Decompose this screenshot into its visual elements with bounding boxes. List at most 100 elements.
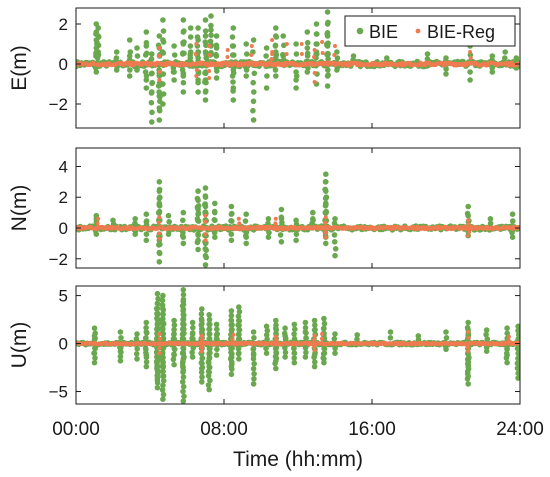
data-point	[179, 359, 186, 366]
data-point	[160, 292, 166, 299]
data-point	[159, 350, 166, 356]
data-point	[195, 188, 201, 194]
data-point	[207, 69, 212, 73]
data-point	[324, 43, 331, 49]
data-point	[231, 332, 236, 337]
data-point	[311, 363, 318, 370]
data-point	[156, 117, 163, 123]
data-point	[291, 359, 298, 366]
data-point	[180, 398, 187, 404]
data-point	[265, 220, 271, 227]
data-point	[272, 360, 278, 367]
data-point	[250, 117, 257, 123]
data-point	[208, 32, 214, 38]
data-point	[160, 373, 167, 379]
data-point	[270, 52, 275, 56]
ytick-label-n: 0	[59, 219, 68, 238]
data-point	[303, 335, 309, 341]
data-point	[160, 335, 167, 342]
data-point	[212, 217, 218, 224]
data-point	[243, 211, 249, 217]
data-point	[206, 312, 212, 318]
data-point	[333, 44, 337, 48]
data-point	[312, 71, 317, 75]
data-point	[273, 355, 280, 362]
data-point	[331, 232, 338, 238]
data-point	[273, 216, 278, 221]
data-point	[273, 317, 279, 324]
data-point	[95, 49, 101, 55]
data-point	[171, 77, 177, 83]
data-point	[312, 48, 317, 52]
data-point	[325, 72, 331, 78]
data-point	[132, 216, 138, 222]
data-point	[243, 41, 249, 47]
data-point	[468, 50, 473, 54]
data-point	[180, 287, 187, 293]
data-point	[171, 361, 177, 368]
data-point	[312, 337, 317, 342]
data-point	[250, 98, 257, 105]
data-point	[157, 54, 162, 58]
data-point	[171, 351, 177, 357]
data-point	[155, 355, 161, 362]
data-point	[325, 67, 331, 73]
data-point	[208, 13, 214, 19]
data-point	[331, 239, 338, 245]
data-point	[143, 359, 150, 365]
data-point	[157, 46, 162, 50]
ytick-label-u: −5	[49, 383, 68, 402]
data-point	[156, 220, 161, 225]
data-point	[282, 345, 288, 351]
data-point	[229, 366, 235, 372]
legend-marker-bie-reg	[415, 28, 421, 34]
data-point	[117, 329, 124, 335]
ytick-label-e: 0	[59, 55, 68, 74]
data-point	[187, 43, 194, 49]
data-point	[264, 327, 271, 334]
data-point	[324, 83, 331, 89]
data-point	[132, 220, 138, 227]
data-point	[269, 57, 274, 61]
data-point	[273, 49, 279, 55]
data-point	[228, 231, 235, 237]
data-point	[321, 325, 327, 332]
data-point	[203, 88, 209, 94]
data-point	[199, 333, 204, 338]
data-point	[208, 27, 214, 33]
data-point	[466, 233, 471, 238]
data-point	[228, 308, 235, 314]
data-point	[189, 331, 196, 337]
data-point	[148, 56, 155, 62]
data-point	[180, 17, 187, 23]
data-point	[205, 373, 212, 379]
data-point	[270, 38, 275, 42]
data-point	[142, 345, 149, 352]
data-point	[304, 53, 311, 59]
data-point	[206, 326, 212, 333]
data-point	[143, 354, 150, 361]
data-point	[465, 203, 472, 210]
data-point	[243, 232, 249, 239]
data-point	[156, 242, 162, 248]
data-point	[159, 363, 166, 370]
data-point	[251, 70, 258, 77]
legend-label-bie-reg: BIE-Reg	[427, 22, 495, 42]
data-point	[154, 384, 161, 391]
data-point	[117, 358, 124, 364]
data-point	[228, 211, 235, 217]
data-point	[324, 33, 331, 39]
data-point	[157, 70, 162, 74]
data-point	[202, 17, 209, 23]
data-point	[189, 319, 196, 326]
data-point	[304, 45, 311, 51]
data-point	[504, 325, 510, 332]
data-point	[515, 336, 520, 342]
data-point	[483, 344, 490, 351]
data-point	[205, 368, 212, 375]
data-point	[484, 336, 491, 342]
data-point	[160, 28, 167, 34]
data-point	[324, 21, 331, 27]
data-point	[202, 97, 209, 103]
data-point	[94, 55, 101, 61]
